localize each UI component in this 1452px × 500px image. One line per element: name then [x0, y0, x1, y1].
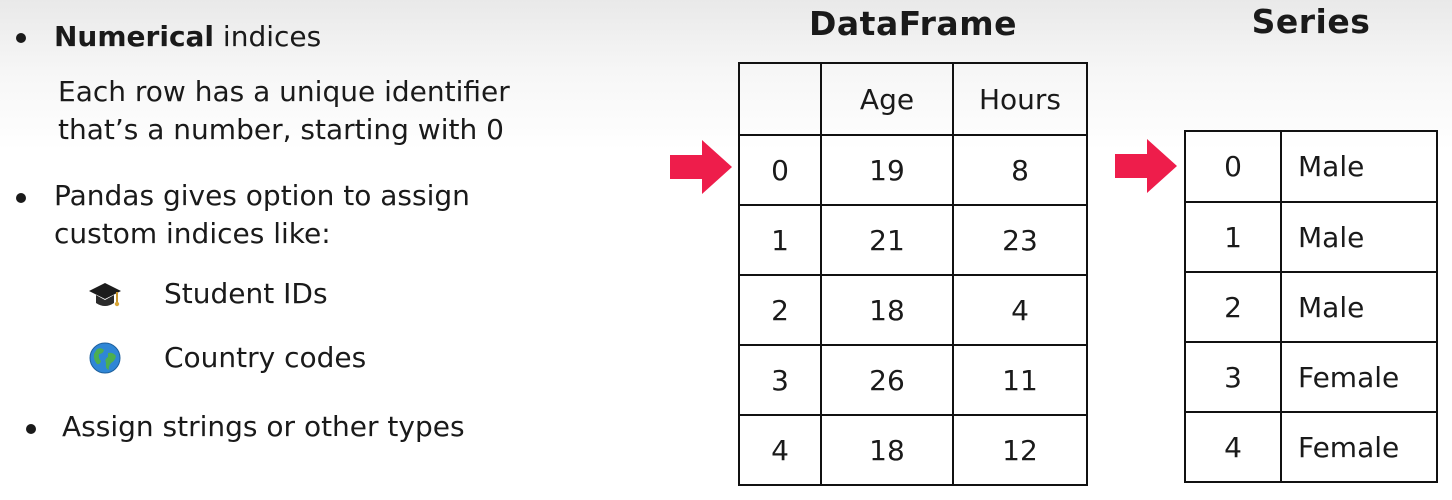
series-value-cell: Female: [1280, 411, 1438, 483]
hours-cell: 11: [952, 344, 1088, 416]
series-table: 0 Male 1 Male 2 Male 3 Female 4 Female: [1184, 130, 1438, 483]
dataframe-title: DataFrame: [809, 4, 1017, 43]
table-row: 0 Male: [1184, 130, 1438, 203]
bullet-custom-indices-line-2: custom indices like:: [54, 217, 331, 250]
index-header-cell: [738, 62, 822, 136]
dataframe-table: Age Hours 0 19 8 1 21 23 2 18 4 3 26 11 …: [738, 62, 1088, 486]
hours-cell: 23: [952, 204, 1088, 276]
age-cell: 26: [820, 344, 954, 416]
age-cell: 18: [820, 414, 954, 486]
table-row: 2 18 4: [738, 274, 1088, 346]
series-value-cell: Female: [1280, 341, 1438, 413]
table-row: 2 Male: [1184, 271, 1438, 343]
bullet-numerical-indices: Numerical indices: [54, 18, 321, 56]
row-index-cell: 0: [738, 134, 822, 206]
table-row: 3 26 11: [738, 344, 1088, 416]
table-row: 3 Female: [1184, 341, 1438, 413]
column-header-hours: Hours: [952, 62, 1088, 136]
table-header-row: Age Hours: [738, 62, 1088, 136]
series-value-cell: Male: [1280, 130, 1438, 203]
hours-cell: 12: [952, 414, 1088, 486]
bullet-dot: [16, 193, 26, 203]
row-index-cell: 1: [738, 204, 822, 276]
graduation-cap-icon: [89, 283, 121, 307]
bullet-assign-strings: Assign strings or other types: [62, 410, 465, 443]
row-index-cell: 3: [1184, 341, 1282, 413]
table-row: 1 Male: [1184, 201, 1438, 273]
row-index-cell: 0: [1184, 130, 1282, 203]
bullet-dot: [26, 424, 36, 434]
table-row: 4 18 12: [738, 414, 1088, 486]
arrow-right-icon: [670, 140, 732, 194]
description-line-1: Each row has a unique identifier: [58, 75, 510, 108]
age-cell: 19: [820, 134, 954, 206]
sub-item-student-ids: Student IDs: [164, 277, 328, 310]
arrow-right-icon: [1115, 139, 1177, 193]
age-cell: 21: [820, 204, 954, 276]
table-row: 0 19 8: [738, 134, 1088, 206]
table-row: 4 Female: [1184, 411, 1438, 483]
bullet-dot: [16, 33, 26, 43]
bullet-custom-indices-line-1: Pandas gives option to assign: [54, 179, 470, 212]
sub-item-country-codes: Country codes: [164, 341, 367, 374]
column-header-age: Age: [820, 62, 954, 136]
age-cell: 18: [820, 274, 954, 346]
series-title: Series: [1251, 2, 1371, 41]
table-row: 1 21 23: [738, 204, 1088, 276]
hours-cell: 8: [952, 134, 1088, 206]
row-index-cell: 4: [738, 414, 822, 486]
indices-label: indices: [214, 20, 322, 53]
row-index-cell: 3: [738, 344, 822, 416]
row-index-cell: 2: [1184, 271, 1282, 343]
numerical-label: Numerical: [54, 20, 215, 53]
row-index-cell: 2: [738, 274, 822, 346]
hours-cell: 4: [952, 274, 1088, 346]
series-value-cell: Male: [1280, 271, 1438, 343]
globe-icon: [89, 342, 121, 374]
description-line-2: that’s a number, starting with 0: [58, 113, 504, 146]
series-value-cell: Male: [1280, 201, 1438, 273]
row-index-cell: 4: [1184, 411, 1282, 483]
row-index-cell: 1: [1184, 201, 1282, 273]
